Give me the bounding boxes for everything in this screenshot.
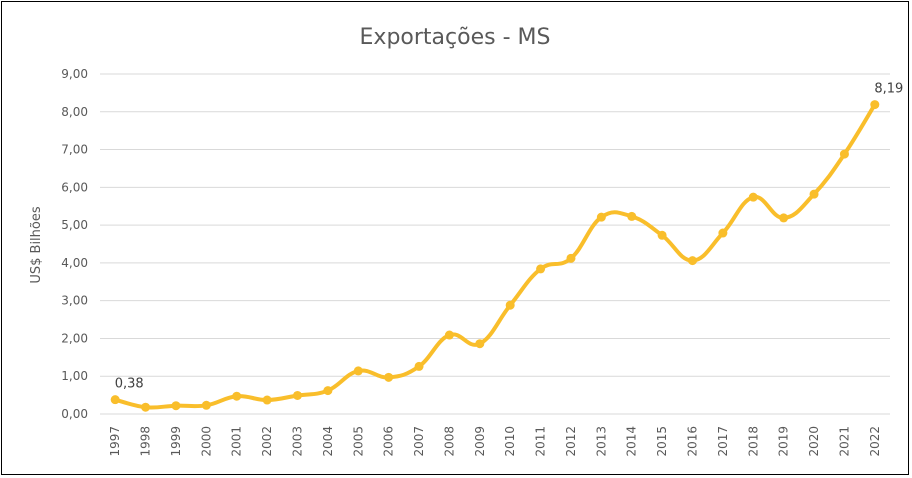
x-tick-label: 2020 bbox=[807, 426, 821, 457]
data-points bbox=[110, 100, 880, 412]
y-axis-ticks: 0,00 1,00 2,00 3,00 4,00 5,00 6,00 7,00 8,00 9,00 bbox=[61, 67, 88, 421]
y-axis-label: US$ Bilhões bbox=[29, 206, 44, 284]
data-point bbox=[262, 395, 272, 405]
data-point bbox=[475, 339, 485, 349]
x-tick-label: 1997 bbox=[108, 426, 122, 457]
x-tick-label: 1999 bbox=[169, 426, 183, 457]
x-tick-label: 2017 bbox=[716, 426, 730, 457]
x-tick-label: 2010 bbox=[503, 426, 517, 457]
data-point bbox=[748, 192, 758, 202]
data-point bbox=[657, 230, 667, 240]
data-point bbox=[779, 213, 789, 223]
y-tick-label: 7,00 bbox=[61, 143, 88, 157]
x-tick-label: 2001 bbox=[230, 426, 244, 457]
x-tick-label: 2022 bbox=[868, 426, 882, 457]
data-point bbox=[353, 366, 363, 376]
data-point bbox=[384, 372, 394, 382]
y-tick-label: 3,00 bbox=[61, 294, 88, 308]
x-tick-label: 2012 bbox=[564, 426, 578, 457]
data-point bbox=[688, 256, 697, 266]
y-tick-label: 0,00 bbox=[61, 407, 88, 421]
data-point bbox=[870, 100, 880, 110]
x-tick-label: 2015 bbox=[655, 426, 669, 457]
x-tick-label: 2009 bbox=[473, 426, 487, 457]
chart-title: Exportações - MS bbox=[360, 25, 551, 50]
x-tick-label: 2003 bbox=[291, 426, 305, 457]
data-point bbox=[323, 386, 333, 396]
x-tick-label: 2008 bbox=[442, 426, 456, 457]
data-point bbox=[718, 228, 728, 238]
x-tick-label: 2019 bbox=[777, 426, 791, 457]
x-tick-label: 2016 bbox=[686, 426, 700, 457]
data-point bbox=[444, 330, 454, 340]
x-tick-label: 2011 bbox=[534, 426, 548, 457]
data-point bbox=[536, 264, 546, 274]
data-point bbox=[566, 253, 576, 263]
x-tick-label: 1998 bbox=[139, 426, 153, 457]
x-tick-label: 2000 bbox=[199, 426, 213, 457]
x-axis-ticks: 1997 1998 1999 2000 2001 2002 2003 2004 2005 2006… bbox=[108, 426, 882, 457]
y-tick-label: 8,00 bbox=[61, 105, 88, 119]
y-tick-label: 4,00 bbox=[61, 256, 88, 270]
data-labels: 0,38 8,19 bbox=[115, 82, 904, 392]
x-tick-label: 2014 bbox=[625, 426, 639, 457]
x-tick-label: 2002 bbox=[260, 426, 274, 457]
x-tick-label: 2005 bbox=[351, 426, 365, 457]
data-point bbox=[232, 391, 242, 401]
data-label: 8,19 bbox=[874, 82, 903, 97]
x-tick-label: 2018 bbox=[746, 426, 760, 457]
data-point bbox=[839, 149, 849, 159]
y-tick-label: 5,00 bbox=[61, 218, 88, 232]
data-point bbox=[171, 401, 181, 411]
data-label: 0,38 bbox=[115, 377, 144, 392]
y-tick-label: 6,00 bbox=[61, 180, 88, 194]
x-tick-label: 2013 bbox=[594, 426, 608, 457]
gridlines bbox=[100, 73, 890, 415]
x-tick-label: 2004 bbox=[321, 426, 335, 457]
data-point bbox=[596, 212, 606, 222]
data-point bbox=[505, 300, 515, 310]
y-tick-label: 1,00 bbox=[61, 369, 88, 383]
data-point bbox=[414, 361, 424, 371]
data-point bbox=[293, 390, 302, 400]
data-point bbox=[141, 402, 151, 412]
x-tick-label: 2021 bbox=[837, 426, 851, 457]
x-tick-label: 2007 bbox=[412, 426, 426, 457]
y-tick-label: 9,00 bbox=[61, 67, 88, 81]
data-point bbox=[110, 395, 120, 405]
x-tick-label: 2006 bbox=[382, 426, 396, 457]
data-point bbox=[809, 189, 819, 199]
data-point bbox=[627, 211, 637, 221]
data-point bbox=[201, 400, 211, 410]
y-tick-label: 2,00 bbox=[61, 331, 88, 345]
